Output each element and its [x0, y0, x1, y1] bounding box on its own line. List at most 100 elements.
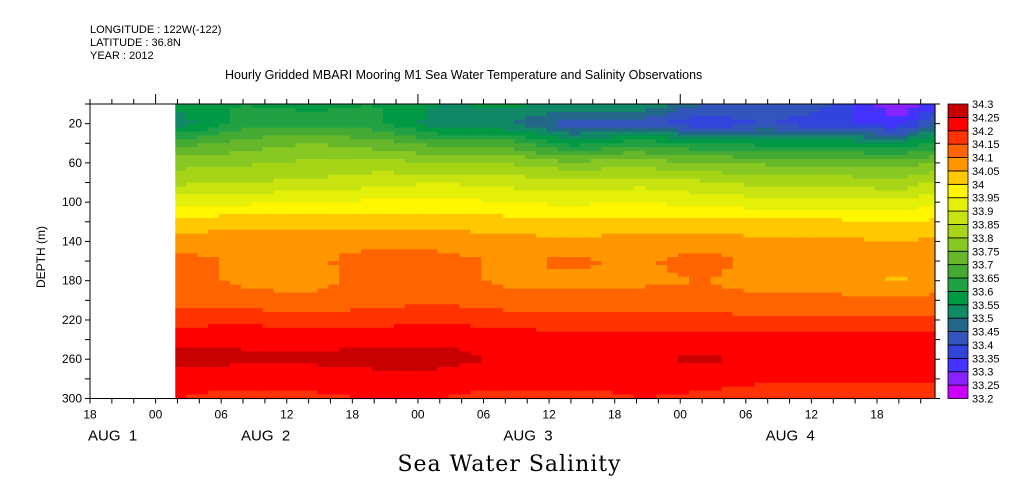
contour-cell	[842, 323, 854, 329]
contour-cell	[536, 127, 548, 133]
contour-cell	[776, 343, 788, 348]
contour-cell	[208, 115, 220, 121]
contour-cell	[372, 371, 384, 376]
contour-cell	[492, 261, 504, 266]
contour-cell	[273, 331, 286, 337]
contour-cell	[459, 265, 471, 270]
contour-cell	[776, 162, 788, 168]
contour-cell	[710, 371, 723, 376]
contour-cell	[787, 339, 799, 345]
contour-cell	[426, 363, 439, 368]
contour-cell	[842, 355, 854, 360]
contour-cell	[251, 359, 264, 364]
contour-cell	[382, 143, 395, 148]
contour-cell	[590, 331, 603, 337]
contour-cell	[623, 233, 635, 239]
contour-cell	[634, 296, 646, 301]
contour-cell	[470, 143, 482, 148]
contour-cell	[590, 123, 603, 129]
contour-cell	[470, 139, 482, 144]
contour-cell	[404, 245, 417, 250]
contour-cell	[350, 390, 362, 396]
contour-cell	[874, 339, 887, 345]
contour-cell	[579, 312, 592, 317]
contour-cell	[372, 257, 384, 262]
contour-cell	[470, 151, 482, 156]
contour-cell	[699, 382, 712, 388]
contour-cell	[579, 107, 592, 113]
contour-cell	[852, 194, 865, 199]
contour-cell	[339, 151, 351, 156]
contour-cell	[350, 245, 362, 250]
contour-cell	[186, 374, 198, 380]
contour-cell	[426, 147, 439, 152]
contour-cell	[197, 343, 209, 348]
contour-cell	[186, 229, 198, 235]
contour-cell	[328, 210, 340, 215]
contour-cell	[787, 127, 799, 133]
contour-cell	[820, 143, 832, 148]
contour-cell	[197, 265, 209, 270]
contour-cell	[536, 162, 548, 168]
contour-cell	[678, 190, 690, 195]
contour-cell	[175, 367, 187, 372]
contour-cell	[754, 374, 767, 380]
contour-cell	[492, 276, 504, 282]
contour-cell	[732, 198, 745, 203]
contour-cell	[678, 225, 690, 231]
contour-cell	[590, 190, 603, 195]
contour-cell	[874, 221, 887, 227]
contour-cell	[863, 233, 876, 239]
contour-cell	[710, 249, 723, 254]
contour-cell	[765, 327, 777, 333]
contour-cell	[339, 265, 351, 270]
contour-cell	[798, 261, 810, 266]
contour-cell	[765, 351, 777, 356]
contour-cell	[689, 241, 701, 246]
contour-cell	[372, 331, 384, 337]
contour-cell	[656, 166, 668, 172]
contour-cell	[186, 343, 198, 348]
contour-cell	[306, 390, 318, 396]
contour-cell	[175, 245, 187, 250]
contour-cell	[229, 355, 242, 360]
contour-cell	[863, 316, 876, 321]
contour-cell	[634, 327, 646, 333]
contour-cell	[601, 131, 613, 136]
contour-cell	[448, 257, 460, 262]
contour-cell	[809, 194, 821, 199]
contour-cell	[754, 178, 767, 184]
contour-cell	[656, 182, 668, 187]
contour-cell	[863, 111, 876, 117]
contour-cell	[415, 221, 428, 227]
contour-cell	[765, 127, 777, 133]
contour-cell	[251, 371, 264, 376]
contour-cell	[820, 131, 832, 136]
contour-cell	[481, 304, 493, 309]
contour-cell	[273, 292, 286, 297]
contour-cell	[415, 331, 428, 337]
contour-cell	[634, 363, 646, 368]
contour-cell	[896, 143, 909, 148]
contour-cell	[459, 382, 471, 388]
contour-cell	[295, 371, 307, 376]
contour-cell	[175, 107, 187, 113]
contour-cell	[546, 272, 559, 278]
contour-cell	[721, 213, 734, 219]
contour-cell	[361, 316, 373, 321]
contour-cell	[852, 151, 865, 156]
contour-cell	[634, 131, 646, 136]
contour-cell	[874, 308, 887, 313]
contour-cell	[732, 139, 745, 144]
contour-cell	[678, 127, 690, 133]
contour-cell	[186, 394, 198, 400]
contour-cell	[470, 300, 482, 305]
contour-cell	[219, 320, 231, 325]
contour-cell	[831, 190, 843, 195]
contour-cell	[273, 233, 286, 239]
contour-cell	[536, 296, 548, 301]
contour-cell	[732, 155, 745, 160]
contour-cell	[776, 359, 788, 364]
contour-cell	[546, 147, 559, 152]
contour-cell	[350, 359, 362, 364]
